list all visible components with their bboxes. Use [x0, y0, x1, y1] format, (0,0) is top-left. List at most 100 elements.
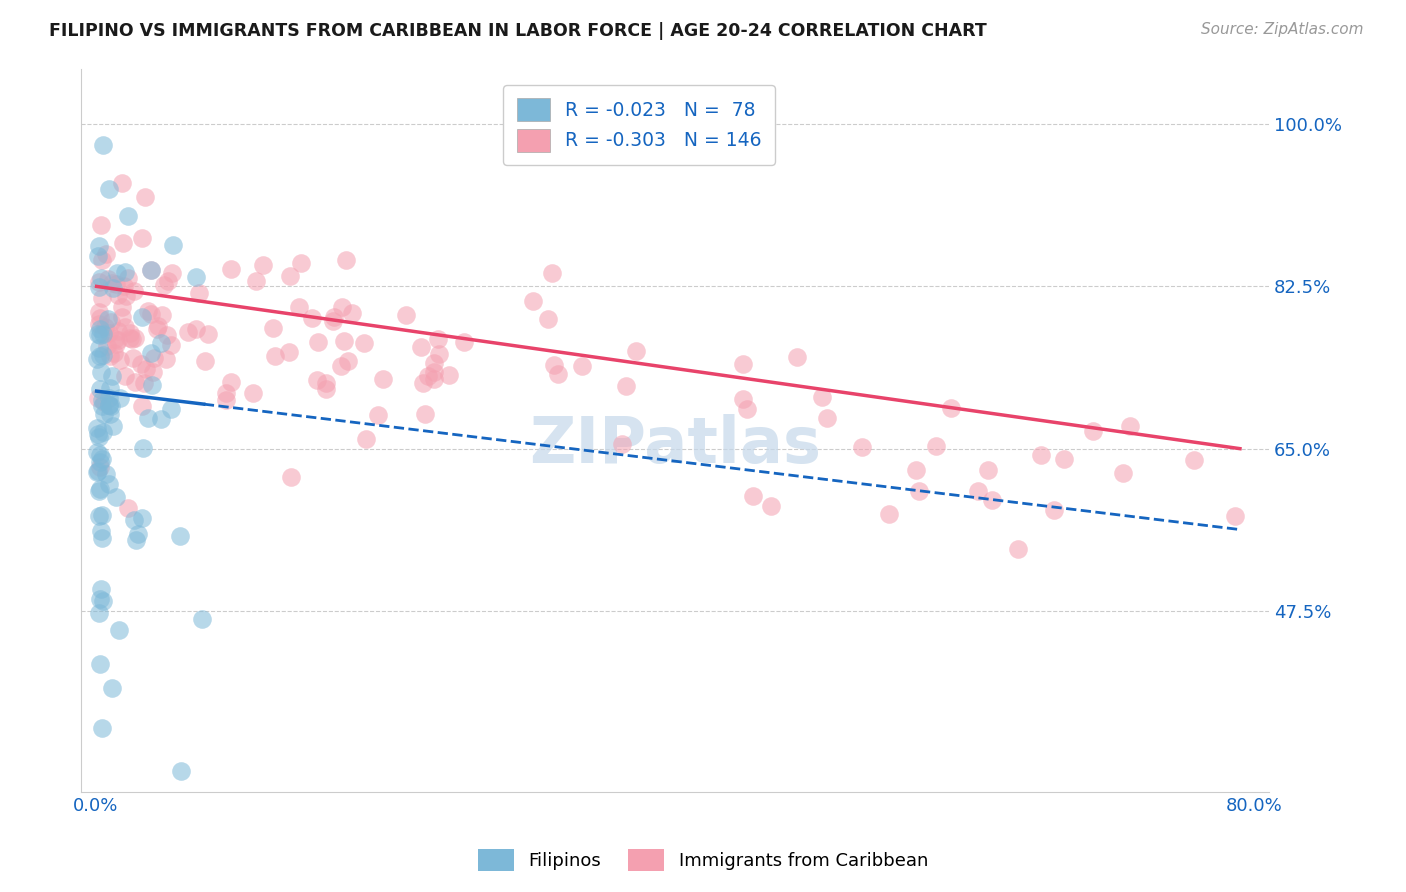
Point	[97, 477, 120, 491]
Point	[114, 320, 136, 334]
Point	[86, 352, 108, 367]
Point	[107, 288, 129, 302]
Point	[1029, 448, 1052, 462]
Point	[91, 451, 114, 466]
Point	[89, 383, 111, 397]
Point	[98, 398, 121, 412]
Point	[100, 349, 122, 363]
Point	[423, 365, 446, 379]
Point	[136, 303, 159, 318]
Point	[877, 507, 900, 521]
Point	[610, 436, 633, 450]
Point	[155, 351, 177, 366]
Point	[340, 306, 363, 320]
Point	[90, 524, 112, 539]
Point	[742, 489, 765, 503]
Point	[86, 327, 108, 342]
Point	[571, 359, 593, 373]
Point	[149, 411, 172, 425]
Point	[522, 294, 544, 309]
Point	[537, 311, 560, 326]
Point	[112, 278, 135, 293]
Point	[87, 305, 110, 319]
Point	[278, 268, 301, 283]
Point	[1043, 503, 1066, 517]
Point	[252, 258, 274, 272]
Point	[322, 310, 344, 324]
Point	[87, 280, 110, 294]
Point	[86, 420, 108, 434]
Point	[262, 321, 284, 335]
Point	[221, 375, 243, 389]
Point	[162, 237, 184, 252]
Point	[103, 345, 125, 359]
Point	[90, 218, 112, 232]
Point	[120, 331, 142, 345]
Point	[107, 324, 129, 338]
Point	[905, 463, 928, 477]
Point	[91, 399, 114, 413]
Point	[91, 291, 114, 305]
Point	[89, 328, 111, 343]
Point	[336, 354, 359, 368]
Point	[332, 300, 354, 314]
Point	[422, 356, 444, 370]
Point	[411, 340, 433, 354]
Point	[1225, 508, 1247, 523]
Point	[91, 326, 114, 341]
Point	[100, 399, 122, 413]
Point	[395, 309, 418, 323]
Point	[184, 322, 207, 336]
Point	[146, 318, 169, 333]
Legend: R = -0.023   N =  78, R = -0.303   N = 146: R = -0.023 N = 78, R = -0.303 N = 146	[503, 85, 775, 165]
Point	[87, 341, 110, 355]
Point	[100, 315, 122, 329]
Text: Source: ZipAtlas.com: Source: ZipAtlas.com	[1201, 22, 1364, 37]
Point	[108, 352, 131, 367]
Point	[322, 314, 344, 328]
Point	[353, 335, 375, 350]
Point	[101, 368, 124, 383]
Point	[177, 325, 200, 339]
Point	[354, 432, 377, 446]
Point	[124, 375, 146, 389]
Point	[104, 336, 127, 351]
Point	[134, 189, 156, 203]
Point	[107, 623, 129, 637]
Point	[100, 277, 122, 291]
Point	[141, 263, 163, 277]
Point	[91, 531, 114, 545]
Point	[412, 376, 434, 390]
Point	[733, 357, 755, 371]
Point	[124, 331, 146, 345]
Point	[90, 582, 112, 596]
Point	[131, 399, 153, 413]
Point	[90, 365, 112, 379]
Point	[91, 252, 114, 267]
Point	[87, 508, 110, 523]
Point	[93, 407, 115, 421]
Point	[101, 681, 124, 695]
Point	[980, 493, 1002, 508]
Point	[426, 332, 449, 346]
Point	[193, 353, 215, 368]
Point	[89, 657, 111, 671]
Point	[87, 483, 110, 498]
Point	[423, 372, 446, 386]
Point	[97, 312, 120, 326]
Point	[371, 372, 394, 386]
Point	[98, 381, 121, 395]
Point	[87, 426, 110, 441]
Point	[104, 332, 127, 346]
Point	[89, 322, 111, 336]
Point	[242, 385, 264, 400]
Point	[169, 529, 191, 543]
Point	[335, 253, 357, 268]
Point	[939, 401, 962, 416]
Point	[89, 482, 111, 496]
Point	[160, 402, 183, 417]
Point	[115, 289, 138, 303]
Point	[89, 591, 111, 606]
Point	[150, 336, 173, 351]
Point	[87, 275, 110, 289]
